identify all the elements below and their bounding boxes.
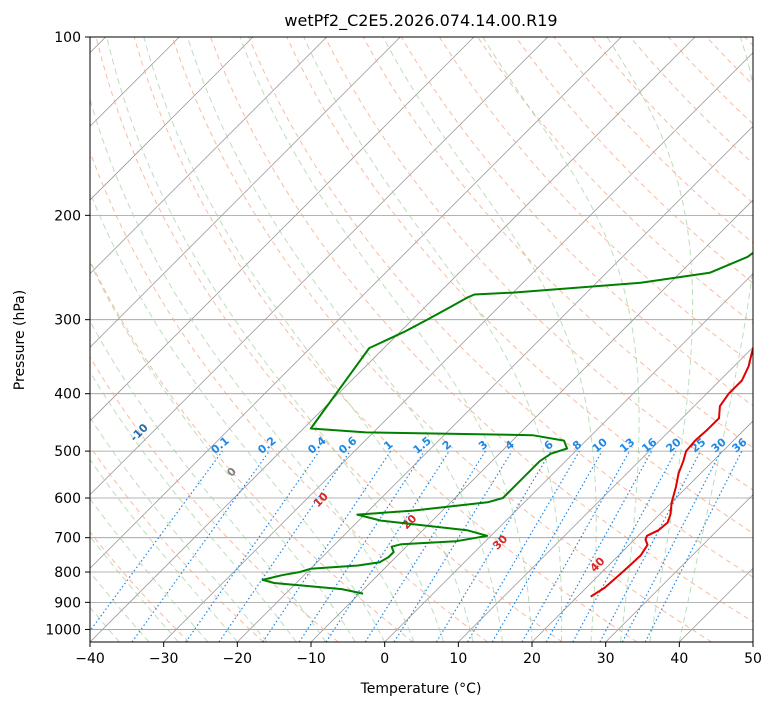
x-tick-label: 30	[597, 651, 615, 667]
mixing-ratio-line	[572, 450, 677, 642]
mixing-ratio-line	[521, 450, 631, 642]
mixing-ratio-line	[325, 450, 450, 642]
dry-adiabat-line	[95, 37, 563, 642]
isotherm-line	[531, 420, 753, 642]
dry-adiabat-line	[400, 37, 753, 407]
isotherm-line	[90, 37, 254, 201]
moist-adiabat-line	[106, 37, 445, 642]
temperature-profile-line	[590, 345, 753, 598]
dry-adiabat-line	[286, 37, 753, 534]
y-axis: 100 200 300 400 500 600 700 800 900 1000	[45, 30, 90, 638]
y-tick-label: 1000	[45, 622, 81, 638]
x-tick-label: −30	[149, 651, 179, 667]
y-tick-label: 200	[54, 208, 81, 224]
isotherm-line	[605, 494, 753, 642]
x-axis: −40 −30 −20 −10 0 10 20 30 40 50	[75, 642, 762, 667]
moist-adiabat-line	[90, 416, 268, 642]
isotherm-line	[90, 37, 401, 348]
y-tick-label: 400	[54, 387, 81, 403]
mixing-ratio-line	[466, 450, 580, 642]
y-tick-label: 500	[54, 444, 81, 460]
moist-adiabat-line	[90, 370, 297, 642]
mixing-ratio-line	[491, 450, 603, 642]
moist-adiabat-line	[90, 497, 209, 642]
x-tick-label: 20	[523, 651, 541, 667]
x-tick-label: 40	[670, 651, 688, 667]
y-tick-label: 600	[54, 491, 81, 507]
y-tick-label: 900	[54, 595, 81, 611]
mixing-ratio-line	[364, 450, 486, 642]
moist-adiabat-line	[90, 261, 356, 642]
moist-adiabat-line	[90, 535, 179, 642]
x-tick-label: 50	[744, 651, 762, 667]
x-tick-label: 10	[449, 651, 467, 667]
mixing-ratio-line	[185, 450, 320, 642]
plot-area: 0.10.20.40.611.52346810131620253036-100-…	[90, 37, 753, 642]
mixing-ratio-line	[545, 450, 653, 642]
dry-adiabat-line	[90, 150, 488, 642]
mixing-ratio-line	[435, 450, 552, 642]
y-tick-label: 300	[54, 313, 81, 329]
isotherm-line	[163, 52, 753, 642]
moist-adiabat-line	[90, 190, 386, 642]
dry-adiabat-line	[90, 531, 190, 642]
isotherm-line	[90, 37, 475, 422]
dry-adiabat-line	[515, 37, 753, 284]
mixing-ratio-line	[218, 450, 351, 642]
isotherm-line	[90, 37, 696, 642]
x-axis-title: Temperature (°C)	[360, 681, 482, 697]
chart-title: wetPf2_C2E5.2026.074.14.00.R19	[284, 11, 557, 31]
dry-adiabat-line	[248, 37, 753, 578]
plot-frame	[89, 36, 754, 643]
y-tick-label: 800	[54, 565, 81, 581]
moist-adiabat-line	[187, 37, 503, 642]
dry-adiabat-line	[133, 37, 638, 642]
y-tick-label: 700	[54, 531, 81, 547]
moist-adiabat-line	[382, 37, 597, 642]
dry-adiabat-line	[210, 37, 753, 623]
x-tick-label: −20	[223, 651, 253, 667]
isotherm-line	[90, 37, 548, 496]
moist-adiabat-line	[90, 458, 238, 642]
x-tick-label: −40	[75, 651, 105, 667]
moist-adiabat-line	[239, 37, 533, 642]
y-axis-title: Pressure (hPa)	[12, 290, 28, 390]
isotherm-line	[90, 37, 622, 569]
dry-adiabat-line	[171, 37, 712, 642]
x-tick-label: 0	[380, 651, 389, 667]
isotherm-line	[384, 273, 753, 642]
moist-adiabat-line	[606, 37, 694, 642]
moist-adiabat-line	[303, 37, 563, 642]
x-tick-label: −10	[296, 651, 326, 667]
isotherm-line	[458, 346, 753, 642]
moist-adiabat-line	[482, 37, 640, 642]
mixing-ratio-line	[393, 450, 513, 642]
moist-adiabat-line	[90, 97, 415, 642]
dry-adiabat-line	[90, 445, 264, 642]
isotherm-line	[90, 37, 327, 275]
dewpoint-profile-line	[261, 251, 753, 595]
dry-adiabat-line	[90, 356, 339, 642]
isotherm-line	[237, 125, 753, 642]
dry-adiabat-line	[90, 259, 414, 642]
moist-adiabat-line	[90, 320, 327, 642]
y-tick-label: 100	[54, 30, 81, 46]
moist-adiabat-line	[678, 37, 753, 642]
